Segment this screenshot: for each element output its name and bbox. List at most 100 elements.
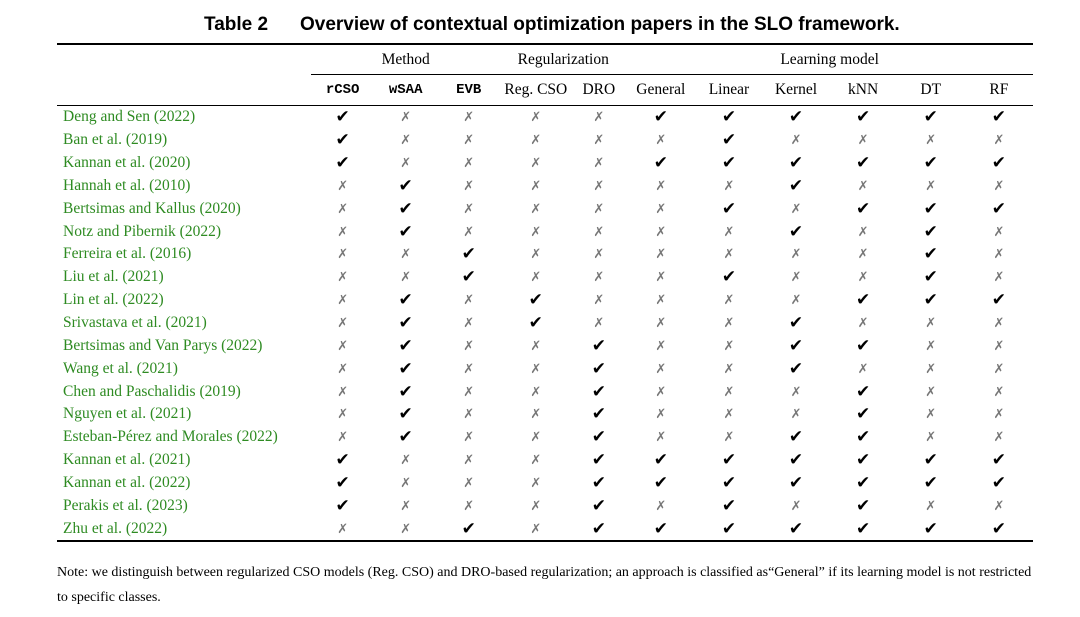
checkmark-icon: ✔	[788, 358, 804, 379]
table-cell: ✗	[830, 312, 897, 335]
cross-icon: ✗	[723, 224, 735, 240]
table-cell: ✗	[695, 403, 762, 426]
checkmark-icon: ✔	[991, 518, 1007, 539]
cross-icon: ✗	[400, 521, 412, 537]
citation-link[interactable]: Srivastava et al. (2021)	[63, 314, 207, 332]
checkmark-icon: ✔	[788, 335, 804, 356]
table-cell: ✔	[897, 152, 965, 175]
table-cell: ✗	[437, 494, 500, 517]
citation-link[interactable]: Zhu et al. (2022)	[57, 517, 312, 543]
table-cell: ✗	[571, 129, 626, 152]
table-cell: ✗	[897, 494, 965, 517]
citation-link[interactable]: Wang et al. (2021)	[63, 359, 178, 377]
table-cell: ✔	[695, 494, 762, 517]
cross-icon: ✗	[993, 133, 1005, 149]
cross-icon: ✗	[530, 521, 542, 537]
cross-icon: ✗	[857, 178, 869, 194]
column-header-linear: Linear	[695, 74, 763, 106]
cross-icon: ✗	[790, 384, 802, 400]
citation-link[interactable]: Bertsimas and Van Parys (2022)	[63, 336, 263, 354]
checkmark-icon: ✔	[788, 221, 804, 242]
checkmark-icon: ✔	[923, 221, 938, 242]
cross-icon: ✗	[925, 133, 937, 149]
cross-icon: ✗	[993, 247, 1005, 263]
cross-icon: ✗	[790, 270, 802, 286]
table-cell: ✗	[500, 197, 571, 220]
citation-link[interactable]: Kannan et al. (2022)	[63, 473, 191, 491]
cross-icon: ✗	[337, 384, 349, 400]
citation-link[interactable]: Esteban-Pérez and Morales (2022)	[63, 428, 278, 446]
checkmark-icon: ✔	[788, 107, 804, 128]
checkmark-icon: ✔	[653, 107, 668, 128]
cross-icon: ✗	[463, 338, 475, 354]
cross-icon: ✗	[400, 453, 412, 469]
cross-icon: ✗	[925, 430, 937, 446]
checkmark-icon: ✔	[398, 313, 413, 334]
checkmark-icon: ✔	[856, 518, 871, 539]
citation-link[interactable]: Ferreira et al. (2016)	[63, 245, 192, 263]
citation-link[interactable]: Deng and Sen (2022)	[63, 108, 196, 126]
checkmark-icon: ✔	[991, 472, 1007, 493]
cross-icon: ✗	[530, 453, 542, 469]
cross-icon: ✗	[655, 430, 667, 446]
cross-icon: ✗	[463, 361, 475, 377]
table-cell: ✗	[437, 472, 500, 495]
table-cell: ✔	[626, 449, 695, 472]
table-cell: ✗	[626, 243, 695, 266]
cross-icon: ✗	[655, 338, 667, 354]
checkmark-icon: ✔	[923, 244, 938, 265]
table-cell: ✗	[311, 426, 374, 449]
table-row: Hannah et al. (2010) ✗ ✔ ✗ ✗ ✗ ✗ ✗ ✔ ✗ ✗ ✗	[57, 175, 1033, 198]
cross-icon: ✗	[723, 430, 735, 446]
citation-link[interactable]: Kannan et al. (2021)	[63, 451, 191, 469]
cross-icon: ✗	[337, 270, 349, 286]
citation-link[interactable]: Hannah et al. (2010)	[63, 176, 191, 194]
citation-link[interactable]: Notz and Pibernik (2022)	[63, 222, 221, 240]
table-cell: ✗	[626, 220, 695, 243]
checkmark-icon: ✔	[991, 290, 1007, 311]
cross-icon: ✗	[400, 498, 412, 514]
header-column-row: rCSO wSAA EVB Reg. CSO DRO General Linea…	[57, 74, 1033, 106]
cross-icon: ✗	[723, 316, 735, 332]
citation-link[interactable]: Liu et al. (2021)	[63, 268, 164, 286]
cross-icon: ✗	[337, 407, 349, 423]
cross-icon: ✗	[790, 407, 802, 423]
cross-icon: ✗	[790, 133, 802, 149]
citation-link[interactable]: Lin et al. (2022)	[63, 291, 164, 309]
cross-icon: ✗	[337, 178, 349, 194]
table-cell: ✗	[311, 357, 374, 380]
checkmark-icon: ✔	[335, 153, 350, 174]
cross-icon: ✗	[655, 498, 667, 514]
citation-link[interactable]: Kannan et al. (2020)	[63, 154, 191, 172]
citation-link[interactable]: Ban et al. (2019)	[63, 131, 168, 149]
checkmark-icon: ✔	[856, 290, 871, 311]
table-cell: ✔	[374, 426, 437, 449]
cross-icon: ✗	[593, 201, 605, 217]
table-cell: ✔	[965, 472, 1033, 495]
table-cell: ✗	[500, 175, 571, 198]
table-cell: ✗	[437, 403, 500, 426]
citation-link[interactable]: Chen and Paschalidis (2019)	[63, 382, 241, 400]
cross-icon: ✗	[857, 316, 869, 332]
table-row: Lin et al. (2022) ✗ ✔ ✗ ✔ ✗ ✗ ✗ ✗ ✔ ✔ ✔	[57, 289, 1033, 312]
checkmark-icon: ✔	[591, 358, 606, 379]
checkmark-icon: ✔	[721, 495, 737, 516]
cross-icon: ✗	[723, 338, 735, 354]
table-cell: ✔	[830, 106, 897, 129]
cross-icon: ✗	[337, 430, 349, 446]
cross-icon: ✗	[593, 224, 605, 240]
table-cell: ✔	[830, 289, 897, 312]
table-cell: ✔	[830, 152, 897, 175]
table-cell: ✗	[500, 106, 571, 129]
table-cell: ✗	[571, 152, 626, 175]
citation-link[interactable]: Perakis et al. (2023)	[63, 496, 188, 514]
table-row: Liu et al. (2021) ✗ ✗ ✔ ✗ ✗ ✗ ✔ ✗ ✗ ✔ ✗	[57, 266, 1033, 289]
cross-icon: ✗	[530, 156, 542, 172]
cross-icon: ✗	[463, 475, 475, 491]
cross-icon: ✗	[530, 270, 542, 286]
table-cell: ✗	[762, 266, 829, 289]
table-cell: ✗	[311, 175, 374, 198]
citation-link[interactable]: Bertsimas and Kallus (2020)	[63, 199, 241, 217]
column-header-rcso: rCSO	[311, 74, 375, 106]
citation-link[interactable]: Nguyen et al. (2021)	[63, 405, 192, 423]
